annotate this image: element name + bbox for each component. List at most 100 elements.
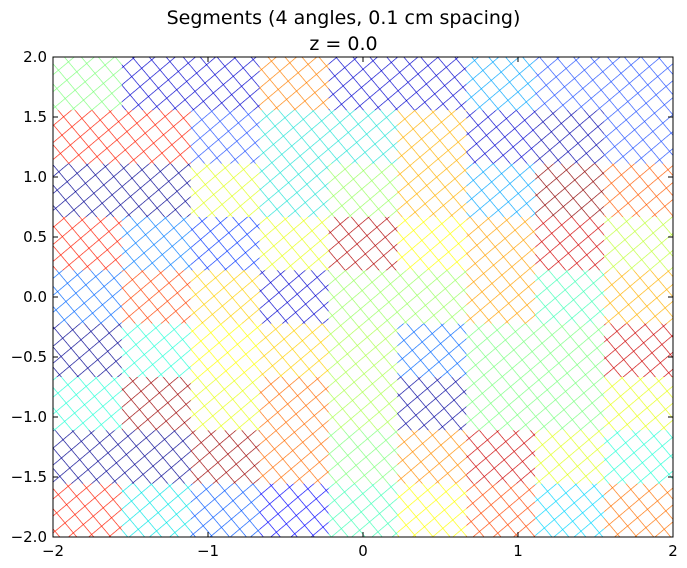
segment-cell — [121, 270, 191, 324]
x-tick-label: 0 — [358, 542, 368, 560]
segment-cell — [397, 163, 467, 217]
segment-cell — [259, 483, 329, 537]
segment-cell — [397, 110, 467, 164]
segment-cell — [328, 377, 398, 431]
segment-cell — [259, 216, 329, 271]
segment-cell — [259, 163, 329, 217]
segment-cell — [328, 163, 398, 217]
segment-cell — [121, 110, 191, 164]
segment-cell — [466, 163, 536, 217]
y-axis-ticks: 2.0 1.5 1.0 0.5 0.0 −0.5 −1.0 −1.5 −2.0 — [11, 48, 673, 546]
segment-cell — [397, 377, 467, 431]
segment-cell — [397, 57, 467, 111]
segment-cell — [535, 57, 605, 111]
y-tick-label: 0.5 — [23, 228, 47, 246]
segment-cell — [466, 430, 536, 484]
segment-cell — [535, 377, 605, 431]
segment-cell — [190, 483, 260, 537]
segment-cell — [604, 323, 673, 378]
segment-cell — [259, 430, 329, 484]
segment-cell — [604, 270, 673, 324]
segment-cell — [190, 430, 260, 484]
segment-cell — [328, 57, 398, 111]
segment-cell — [121, 377, 191, 431]
segment-cell — [466, 270, 536, 324]
segment-cell — [53, 323, 122, 378]
segment-cell — [604, 377, 673, 431]
segment-cell — [53, 377, 122, 431]
segment-cell — [397, 430, 467, 484]
segment-cell — [190, 57, 260, 111]
segment-cell — [53, 216, 122, 271]
segment-cell — [259, 323, 329, 378]
segment-cell — [466, 483, 536, 537]
segment-cell — [604, 163, 673, 217]
x-tick-label: −2 — [42, 542, 64, 560]
segment-cell — [53, 57, 122, 111]
segment-cell — [397, 483, 467, 537]
y-tick-label: 1.5 — [23, 108, 47, 126]
x-tick-label: 2 — [668, 542, 678, 560]
segment-cell — [466, 323, 536, 378]
segment-cell — [121, 323, 191, 378]
chart-title: Segments (4 angles, 0.1 cm spacing) — [166, 7, 521, 29]
segment-cell — [604, 216, 673, 271]
x-tick-label: −1 — [197, 542, 219, 560]
segment-cell — [604, 483, 673, 537]
segment-cell — [604, 57, 673, 111]
segment-cell — [53, 110, 122, 164]
x-tick-label: 1 — [513, 542, 523, 560]
segment-cell — [328, 483, 398, 537]
y-tick-label: 1.0 — [23, 168, 47, 186]
segment-cell — [604, 430, 673, 484]
segment-cell — [535, 430, 605, 484]
segment-cell — [53, 483, 122, 537]
segment-cell — [466, 57, 536, 111]
segment-cell — [121, 163, 191, 217]
segment-cell — [190, 216, 260, 271]
segment-cell — [53, 163, 122, 217]
segment-cell — [121, 57, 191, 111]
segment-cell — [466, 377, 536, 431]
segment-cell — [535, 163, 605, 217]
segment-cell — [328, 270, 398, 324]
segment-cell — [328, 216, 398, 271]
segment-cell — [190, 163, 260, 217]
segment-cell — [53, 430, 122, 484]
segment-cell — [328, 430, 398, 484]
segment-cell — [121, 430, 191, 484]
segment-cell — [535, 216, 605, 271]
y-tick-label: −0.5 — [11, 348, 47, 366]
segment-cell — [328, 110, 398, 164]
segment-cell — [53, 270, 122, 324]
y-tick-label: 0.0 — [23, 288, 47, 306]
segment-cell — [190, 270, 260, 324]
segment-cell — [604, 110, 673, 164]
y-tick-label: −2.0 — [11, 528, 47, 546]
segment-cell — [535, 323, 605, 378]
segment-cell — [535, 270, 605, 324]
segment-cell — [121, 216, 191, 271]
segment-cell — [328, 323, 398, 378]
y-tick-label: −1.5 — [11, 468, 47, 486]
segment-cell — [259, 110, 329, 164]
segment-cell — [190, 110, 260, 164]
segment-cell — [259, 270, 329, 324]
segment-cell — [466, 110, 536, 164]
segment-cell — [259, 57, 329, 111]
segment-cell — [535, 483, 605, 537]
segment-cell — [535, 110, 605, 164]
segment-cell — [121, 483, 191, 537]
segment-cell — [397, 270, 467, 324]
segment-cell — [397, 216, 467, 271]
y-tick-label: −1.0 — [11, 408, 47, 426]
segment-cell — [190, 323, 260, 378]
y-tick-label: 2.0 — [23, 48, 47, 66]
segment-cell — [397, 323, 467, 378]
segment-cell — [190, 377, 260, 431]
segment-cells — [53, 57, 673, 537]
x-axis-ticks: −2 −1 0 1 2 — [42, 57, 678, 560]
segment-cell — [259, 377, 329, 431]
segment-cell — [466, 216, 536, 271]
